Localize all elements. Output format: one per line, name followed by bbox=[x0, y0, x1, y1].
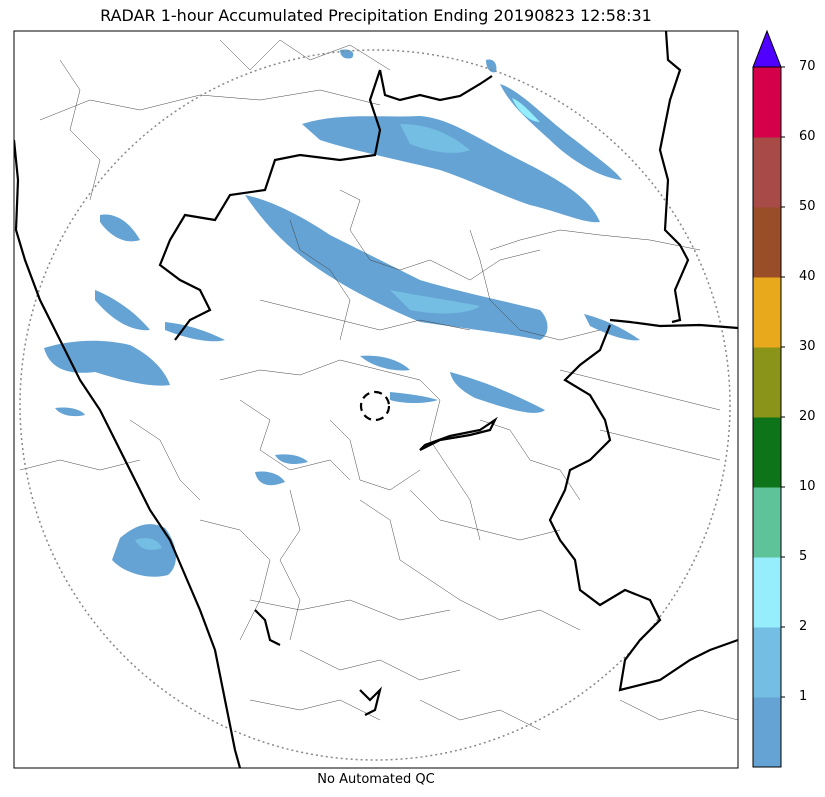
colorbar-segment bbox=[753, 67, 781, 138]
qc-note: No Automated QC bbox=[317, 772, 435, 787]
colorbar-label: 1 bbox=[799, 689, 808, 704]
map-frame bbox=[13, 30, 739, 769]
colorbar-label: 60 bbox=[799, 129, 816, 144]
colorbar-segment bbox=[753, 207, 781, 278]
colorbar-label: 50 bbox=[799, 199, 816, 214]
precip-cell-south-central bbox=[255, 471, 285, 486]
colorbar-segment bbox=[753, 347, 781, 418]
colorbar-segment bbox=[753, 697, 781, 768]
colorbar-segment bbox=[753, 557, 781, 628]
precip-band-central bbox=[245, 195, 548, 340]
colorbar-segment bbox=[753, 137, 781, 208]
precip-band-southeast bbox=[450, 372, 545, 413]
precip-cell-southwest bbox=[112, 524, 176, 577]
colorbar-extend-arrow bbox=[752, 29, 782, 68]
precip-cell-near-site bbox=[390, 392, 438, 403]
colorbar-segment bbox=[753, 277, 781, 348]
precip-cell-west-south bbox=[55, 407, 85, 417]
radar-range-ring bbox=[19, 49, 731, 761]
precip-cell-ne-edge bbox=[486, 59, 497, 73]
precip-band-west-north bbox=[95, 290, 150, 331]
colorbar-segment bbox=[753, 417, 781, 488]
precip-band-northeast bbox=[500, 84, 622, 180]
radar-site-marker bbox=[359, 390, 391, 422]
map-title: RADAR 1-hour Accumulated Precipitation E… bbox=[100, 6, 652, 25]
colorbar-label: 10 bbox=[799, 479, 816, 494]
colorbar-label: 30 bbox=[799, 339, 816, 354]
colorbar-label: 20 bbox=[799, 409, 816, 424]
precip-band-east bbox=[584, 314, 640, 341]
precip-band-central-core bbox=[390, 290, 480, 314]
colorbar-label: 40 bbox=[799, 269, 816, 284]
district-borders bbox=[19, 39, 738, 731]
precip-band-west bbox=[44, 340, 170, 386]
precip-band-north-core bbox=[400, 124, 470, 153]
colorbar-label: 5 bbox=[799, 549, 808, 564]
colorbar-segment bbox=[753, 627, 781, 698]
precip-cell-south-central-2 bbox=[275, 454, 308, 464]
colorbar-label: 70 bbox=[799, 59, 816, 74]
precip-band-center-small bbox=[360, 355, 410, 371]
precip-band-northeast-core bbox=[512, 98, 540, 122]
colorbar-segment bbox=[753, 487, 781, 558]
colorbar-label: 2 bbox=[799, 619, 808, 634]
state-borders bbox=[14, 31, 738, 768]
precip-cell-southwest-core bbox=[135, 538, 162, 550]
precip-cell-west-north bbox=[100, 214, 140, 242]
precip-band-west-mid bbox=[165, 322, 225, 342]
